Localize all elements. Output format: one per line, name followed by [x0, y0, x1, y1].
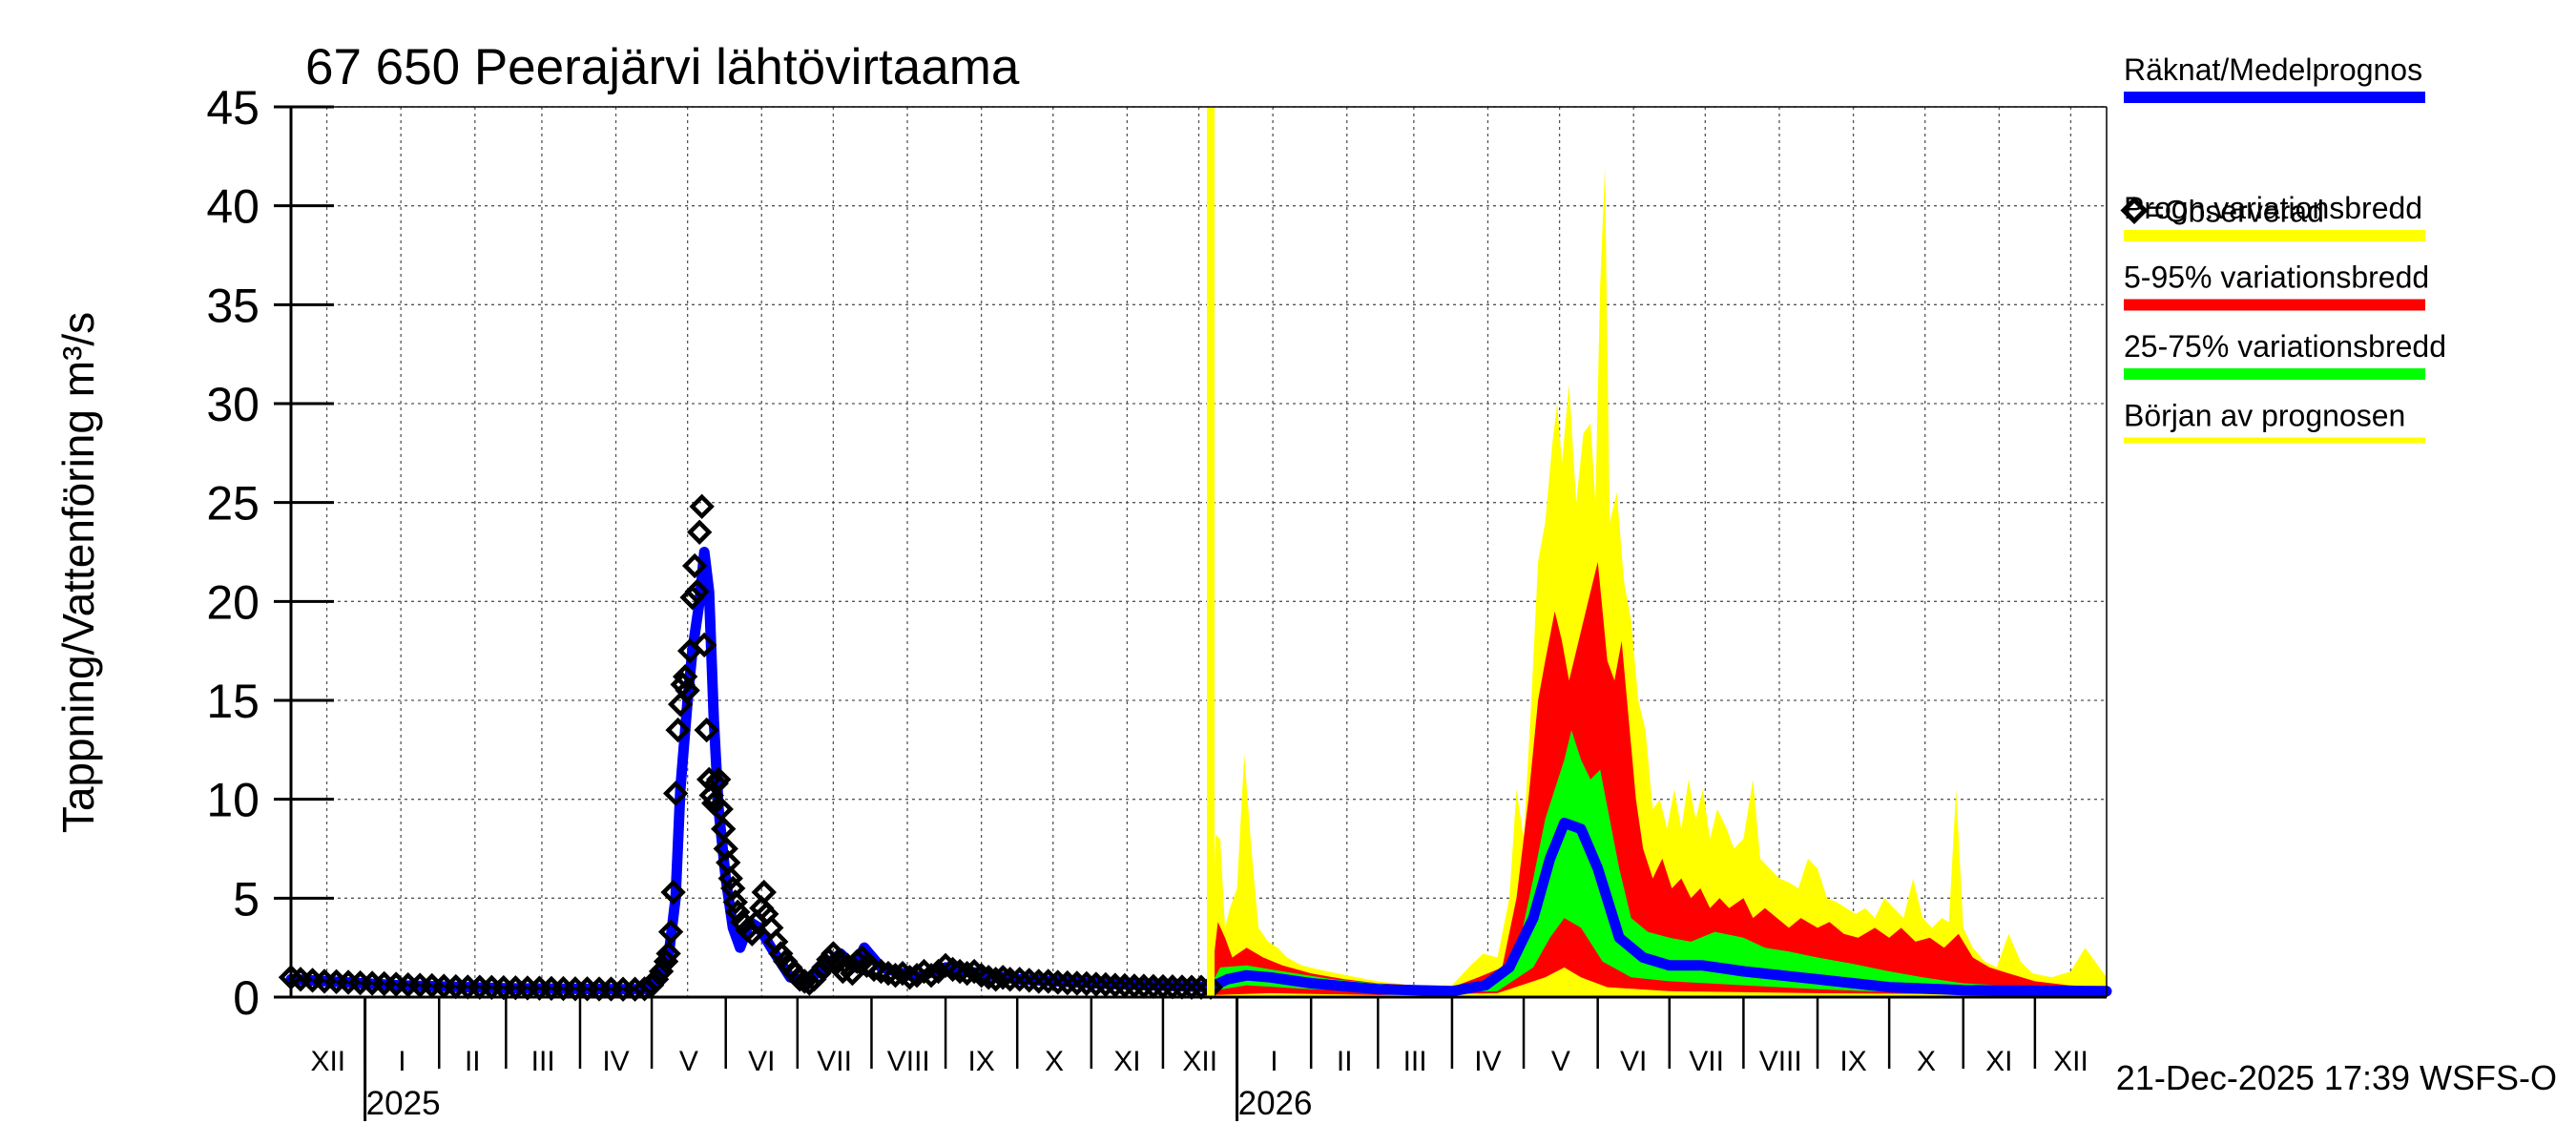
month-label: VIII	[1759, 1046, 1802, 1077]
y-tick-label: 0	[233, 971, 260, 1025]
legend-label: 5-95% variationsbredd	[2124, 260, 2429, 295]
legend-swatch	[2124, 230, 2425, 241]
month-label: II	[1337, 1046, 1353, 1077]
y-tick-label: 5	[233, 872, 260, 926]
month-label: II	[465, 1046, 481, 1077]
y-tick-label: 35	[206, 279, 260, 332]
month-label: XI	[1113, 1046, 1140, 1077]
month-label: I	[398, 1046, 405, 1077]
month-label: VIII	[887, 1046, 930, 1077]
month-label: III	[531, 1046, 555, 1077]
chart-title: 67 650 Peerajärvi lähtövirtaama	[305, 39, 1020, 95]
legend-label: Progn.variationsbredd	[2124, 191, 2422, 225]
y-tick-label: 45	[206, 81, 260, 135]
y-tick-label: 20	[206, 575, 260, 629]
month-label: XII	[2053, 1046, 2088, 1077]
month-label: VII	[1689, 1046, 1724, 1077]
month-label: VI	[748, 1046, 775, 1077]
legend-label: Början av prognosen	[2124, 399, 2405, 433]
month-label: V	[1551, 1046, 1570, 1077]
month-label: IV	[602, 1046, 629, 1077]
month-label: X	[1045, 1046, 1064, 1077]
y-tick-label: 15	[206, 675, 260, 728]
forecast-start-marker	[1207, 107, 1215, 997]
legend-label: Räknat/Medelprognos	[2124, 52, 2422, 87]
month-label: IX	[1839, 1046, 1866, 1077]
month-label: III	[1403, 1046, 1427, 1077]
y-tick-label: 25	[206, 477, 260, 531]
y-tick-label: 30	[206, 378, 260, 431]
y-tick-label: 40	[206, 180, 260, 234]
month-label: XII	[310, 1046, 345, 1077]
month-label: IX	[967, 1046, 994, 1077]
legend-swatch	[2124, 438, 2425, 444]
month-label: I	[1270, 1046, 1278, 1077]
legend-swatch	[2124, 300, 2425, 311]
month-label: V	[679, 1046, 698, 1077]
month-label: IV	[1474, 1046, 1501, 1077]
month-label: XI	[1985, 1046, 2012, 1077]
month-label: VI	[1620, 1046, 1647, 1077]
legend-label: 25-75% variationsbredd	[2124, 329, 2446, 364]
month-label: X	[1917, 1046, 1936, 1077]
forecast-start-line	[1207, 107, 1215, 997]
month-label: XII	[1182, 1046, 1217, 1077]
year-label: 2025	[366, 1085, 441, 1122]
legend-swatch	[2124, 368, 2425, 380]
y-axis-label: Tappning/Vattenföring m³/s	[53, 312, 103, 833]
year-label: 2026	[1238, 1085, 1313, 1122]
month-label: VII	[817, 1046, 852, 1077]
y-tick-label: 10	[206, 774, 260, 827]
timestamp-label: 21-Dec-2025 17:39 WSFS-O	[2116, 1058, 2557, 1097]
legend-swatch	[2124, 92, 2425, 103]
